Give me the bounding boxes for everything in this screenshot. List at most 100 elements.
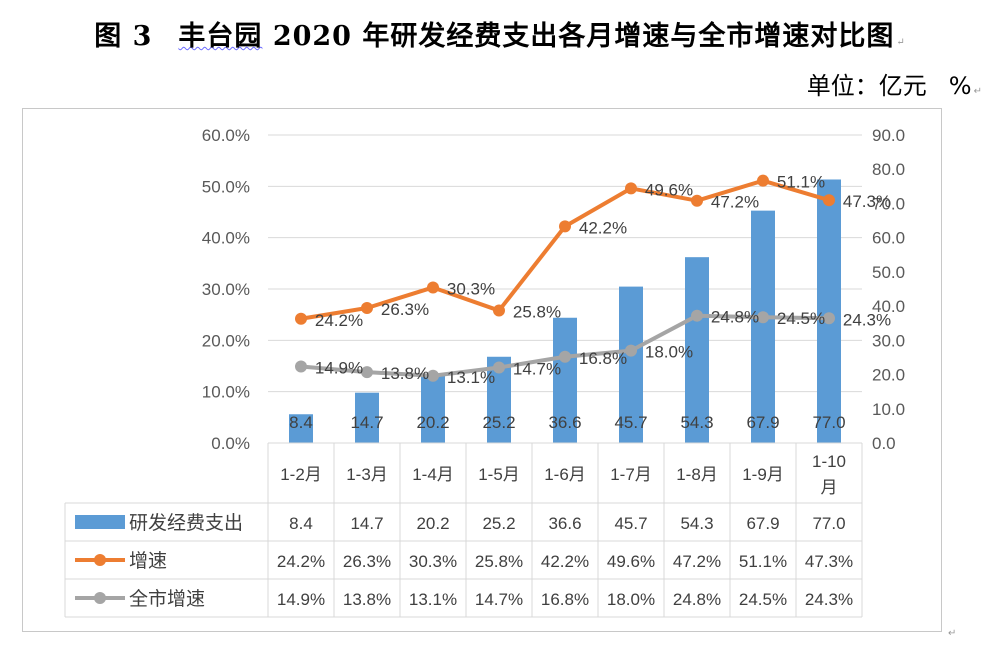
table-value: 24.8% bbox=[673, 590, 721, 609]
legend-key-bar bbox=[75, 515, 125, 529]
unit-line: 单位：亿元% ↵ bbox=[807, 66, 982, 101]
left-axis-tick-label: 60.0% bbox=[202, 126, 250, 145]
bar-data-label: 54.3 bbox=[680, 413, 713, 432]
growth-data-label: 25.8% bbox=[513, 303, 561, 322]
table-value: 13.1% bbox=[409, 590, 457, 609]
bar-data-label: 67.9 bbox=[746, 413, 779, 432]
unit-label: 单位：亿元 bbox=[806, 72, 927, 100]
paragraph-mark-icon: ↵ bbox=[948, 628, 957, 639]
right-axis-tick-label: 80.0 bbox=[872, 160, 905, 179]
figure-title-text: 2020 年研发经费支出各月增速与全市增速对比图 bbox=[262, 21, 895, 52]
table-value: 26.3% bbox=[343, 552, 391, 571]
category-label: 1-10 bbox=[812, 452, 846, 471]
unit-percent: % bbox=[948, 72, 972, 100]
table-value: 49.6% bbox=[607, 552, 655, 571]
bar-rd-expense bbox=[685, 257, 709, 443]
table-value: 18.0% bbox=[607, 590, 655, 609]
table-value: 20.2 bbox=[416, 514, 449, 533]
table-value: 16.8% bbox=[541, 590, 589, 609]
left-axis-tick-label: 0.0% bbox=[211, 434, 250, 453]
right-axis-tick-label: 40.0 bbox=[872, 297, 905, 316]
city-growth-data-label: 14.7% bbox=[513, 360, 561, 379]
right-axis-tick-label: 50.0 bbox=[872, 263, 905, 282]
growth-point bbox=[493, 304, 505, 317]
bar-data-label: 36.6 bbox=[548, 413, 581, 432]
table-value: 24.3% bbox=[805, 590, 853, 609]
paragraph-mark-icon: ↵ bbox=[896, 37, 906, 48]
category-label: 1-3月 bbox=[346, 465, 388, 484]
bar-data-label: 77.0 bbox=[812, 413, 845, 432]
table-value: 36.6 bbox=[548, 514, 581, 533]
paragraph-mark-icon: ↵ bbox=[973, 86, 982, 97]
right-axis-tick-label: 10.0 bbox=[872, 400, 905, 419]
left-axis-tick-label: 10.0% bbox=[202, 383, 250, 402]
city-growth-point bbox=[427, 369, 439, 382]
chart-frame bbox=[22, 108, 942, 632]
bar-data-label: 45.7 bbox=[614, 413, 647, 432]
table-value: 13.8% bbox=[343, 590, 391, 609]
table-value: 54.3 bbox=[680, 514, 713, 533]
legend-key-marker bbox=[94, 592, 106, 604]
city-growth-data-label: 16.8% bbox=[579, 349, 627, 368]
city-growth-data-label: 18.0% bbox=[645, 343, 693, 362]
left-axis-tick-label: 40.0% bbox=[202, 229, 250, 248]
legend-label: 研发经费支出 bbox=[129, 512, 243, 534]
city-growth-data-label: 13.8% bbox=[381, 364, 429, 383]
category-label: 1-9月 bbox=[742, 465, 784, 484]
figure-title: 图 3 丰台园 2020 年研发经费支出各月增速与全市增速对比图 ↵ bbox=[0, 14, 1000, 53]
table-value: 24.2% bbox=[277, 552, 325, 571]
legend-label: 全市增速 bbox=[129, 588, 205, 610]
legend-label: 增速 bbox=[129, 550, 167, 572]
category-label: 1-6月 bbox=[544, 465, 586, 484]
table-value: 24.5% bbox=[739, 590, 787, 609]
growth-point bbox=[361, 301, 373, 314]
growth-data-label: 47.2% bbox=[711, 193, 759, 212]
bar-data-label: 20.2 bbox=[416, 413, 449, 432]
left-axis-tick-label: 30.0% bbox=[202, 280, 250, 299]
table-value: 14.7% bbox=[475, 590, 523, 609]
growth-data-label: 24.2% bbox=[315, 311, 363, 330]
left-axis-tick-label: 20.0% bbox=[202, 331, 250, 350]
legend-key-marker bbox=[94, 554, 106, 566]
city-growth-point bbox=[361, 366, 373, 379]
bar-rd-expense bbox=[553, 317, 577, 443]
city-growth-point bbox=[757, 311, 769, 324]
bar-rd-expense bbox=[421, 373, 445, 443]
table-value: 30.3% bbox=[409, 552, 457, 571]
bar-rd-expense bbox=[751, 210, 775, 443]
bar-data-label: 25.2 bbox=[482, 413, 515, 432]
growth-point bbox=[427, 281, 439, 294]
bar-rd-expense bbox=[289, 414, 313, 443]
city-growth-data-label: 24.3% bbox=[843, 310, 891, 329]
table-value: 14.7 bbox=[350, 514, 383, 533]
table-value: 14.9% bbox=[277, 590, 325, 609]
table-value: 47.3% bbox=[805, 552, 853, 571]
bar-data-label: 14.7 bbox=[350, 413, 383, 432]
city-growth-point bbox=[559, 350, 571, 363]
growth-point bbox=[823, 194, 835, 207]
growth-data-label: 51.1% bbox=[777, 173, 825, 192]
city-growth-data-label: 24.8% bbox=[711, 308, 759, 327]
bar-rd-expense bbox=[619, 286, 643, 443]
bar-data-label: 8.4 bbox=[289, 413, 313, 432]
table-value: 67.9 bbox=[746, 514, 779, 533]
bar-rd-expense bbox=[355, 392, 379, 443]
city-growth-data-label: 24.5% bbox=[777, 309, 825, 328]
category-label: 1-2月 bbox=[280, 465, 322, 484]
right-axis-tick-label: 60.0 bbox=[872, 229, 905, 248]
growth-data-label: 26.3% bbox=[381, 300, 429, 319]
growth-point bbox=[295, 312, 307, 325]
city-growth-point bbox=[625, 344, 637, 357]
growth-data-label: 49.6% bbox=[645, 180, 693, 199]
left-axis-tick-label: 50.0% bbox=[202, 177, 250, 196]
table-value: 47.2% bbox=[673, 552, 721, 571]
growth-point bbox=[625, 182, 637, 195]
city-growth-point bbox=[295, 360, 307, 373]
category-label: 月 bbox=[821, 478, 838, 497]
right-axis-tick-label: 20.0 bbox=[872, 366, 905, 385]
table-value: 77.0 bbox=[812, 514, 845, 533]
city-growth-point bbox=[493, 361, 505, 374]
right-axis-tick-label: 70.0 bbox=[872, 194, 905, 213]
growth-point bbox=[757, 174, 769, 187]
